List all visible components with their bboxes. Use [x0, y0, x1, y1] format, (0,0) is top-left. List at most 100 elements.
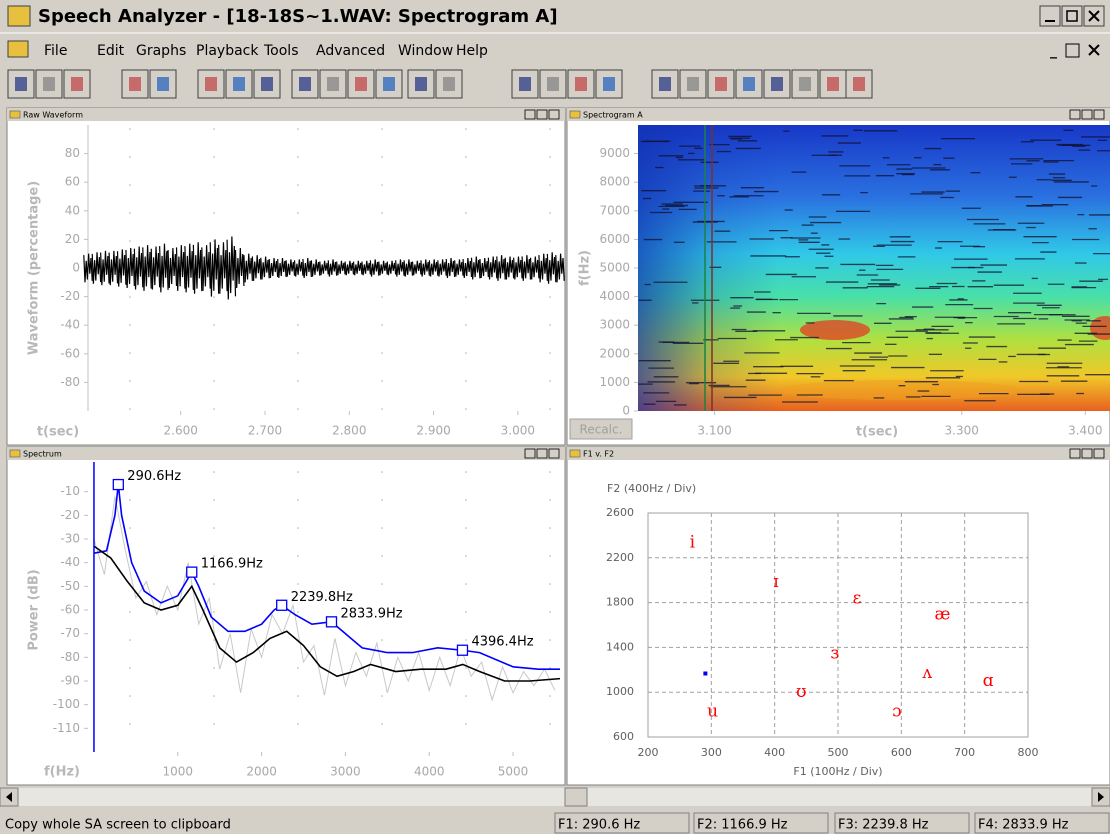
menu-item[interactable]: Playback — [196, 43, 259, 59]
toolbar-icon — [853, 77, 865, 91]
vowel-label: i — [690, 533, 696, 553]
menu-item[interactable]: Advanced — [316, 43, 385, 59]
grid-dot — [213, 324, 215, 326]
pane-button[interactable] — [1070, 110, 1080, 119]
grid-dot — [213, 212, 215, 214]
grid-dot — [465, 212, 467, 214]
grid-dot — [213, 156, 215, 158]
peak-marker — [277, 600, 287, 610]
pane-button[interactable] — [1094, 449, 1104, 458]
pane-button[interactable] — [537, 449, 547, 458]
toolbar-icon — [547, 77, 559, 91]
pane-button[interactable] — [537, 110, 547, 119]
maximize[interactable] — [1062, 6, 1082, 26]
x-tick-label: 600 — [891, 746, 912, 759]
menu-item[interactable]: Edit — [97, 43, 125, 59]
pane-title: F1 v. F2 — [583, 450, 614, 459]
y-tick-label: 9000 — [599, 146, 630, 160]
x-axis-label: f(Hz) — [44, 765, 80, 780]
grid-dot — [297, 380, 299, 382]
y-tick-label: -70 — [60, 626, 80, 640]
pane-button[interactable] — [525, 110, 535, 119]
pane: F1 v. F260010001400180022002600200300400… — [567, 447, 1110, 785]
grid-dot — [213, 639, 215, 641]
grid-dot — [129, 408, 131, 410]
grid-dot — [465, 555, 467, 557]
grid-dot — [465, 583, 467, 585]
pane-button[interactable] — [549, 449, 559, 458]
pane-titlebar — [567, 447, 1110, 460]
grid-dot — [465, 184, 467, 186]
y-tick-label: 40 — [65, 203, 80, 217]
menu-item[interactable]: Graphs — [136, 43, 186, 59]
pane-title: Spectrogram A — [583, 111, 643, 120]
pane-button[interactable] — [1082, 449, 1092, 458]
pane-button[interactable] — [525, 449, 535, 458]
spectrogram-shade — [638, 125, 1110, 411]
grid-dot — [549, 212, 551, 214]
y-tick-label: -60 — [60, 346, 80, 360]
grid-dot — [381, 408, 383, 410]
menu-item[interactable]: File — [44, 43, 67, 59]
toolbar-icon — [519, 77, 531, 91]
y-tick-label: -30 — [60, 532, 80, 546]
grid-dot — [465, 611, 467, 613]
y-tick-label: -100 — [53, 697, 80, 711]
y-tick-label: -50 — [60, 579, 80, 593]
menu-item[interactable]: Tools — [263, 43, 299, 59]
minimize[interactable] — [1040, 6, 1060, 26]
pane-button[interactable] — [1094, 110, 1104, 119]
window-controls[interactable] — [1040, 6, 1104, 26]
pane-icon — [10, 450, 20, 457]
grid-dot — [381, 723, 383, 725]
grid-dot — [213, 184, 215, 186]
status-text: F2: 1166.9 Hz — [697, 818, 788, 833]
vowel-label: ɔ — [892, 701, 902, 721]
menu-item[interactable]: Help — [456, 43, 488, 59]
toolbar-icon — [129, 77, 141, 91]
y-tick-label: -110 — [53, 721, 80, 735]
app-window: Speech Analyzer - [18-18S~1.WAV: Spectro… — [0, 0, 1110, 834]
grid-dot — [129, 695, 131, 697]
grid-dot — [549, 499, 551, 501]
grid-dot — [297, 240, 299, 242]
grid-dot — [129, 723, 131, 725]
peak-label: 2833.9Hz — [340, 606, 402, 621]
doc-minimize[interactable]: _ — [1050, 43, 1057, 59]
grid-dot — [213, 128, 215, 130]
grid-dot — [297, 723, 299, 725]
grid-dot — [381, 184, 383, 186]
pane-button[interactable] — [1082, 110, 1092, 119]
grid-dot — [381, 212, 383, 214]
vowel-label: ʊ — [796, 682, 807, 702]
grid-dot — [129, 639, 131, 641]
x-tick-label: 2000 — [246, 765, 277, 779]
peak-marker — [187, 567, 197, 577]
grid-dot — [297, 555, 299, 557]
grid-dot — [129, 156, 131, 158]
grid-dot — [381, 695, 383, 697]
grid-dot — [213, 380, 215, 382]
grid-dot — [297, 611, 299, 613]
pane-button[interactable] — [1070, 449, 1080, 458]
peak-label: 290.6Hz — [127, 469, 181, 484]
y-axis-label: F2 (400Hz / Div) — [607, 482, 696, 495]
x-tick-label: 2.900 — [416, 424, 450, 438]
vowel-label: ʌ — [921, 663, 932, 683]
grid-dot — [129, 324, 131, 326]
x-tick-label: 400 — [764, 746, 785, 759]
status-text: F4: 2833.9 Hz — [978, 818, 1069, 833]
grid-dot — [549, 611, 551, 613]
scrollbar[interactable] — [0, 788, 1110, 806]
grid-dot — [381, 499, 383, 501]
pane-button[interactable] — [549, 110, 559, 119]
toolbar — [8, 70, 872, 98]
menu-item[interactable]: Window — [398, 43, 453, 59]
grid-dot — [465, 352, 467, 354]
pane: Spectrum-110-100-90-80-70-60-50-40-30-20… — [7, 447, 565, 785]
scroll-thumb[interactable] — [565, 788, 587, 806]
grid-dot — [213, 583, 215, 585]
grid-dot — [465, 408, 467, 410]
grid-dot — [297, 527, 299, 529]
grid-dot — [381, 583, 383, 585]
